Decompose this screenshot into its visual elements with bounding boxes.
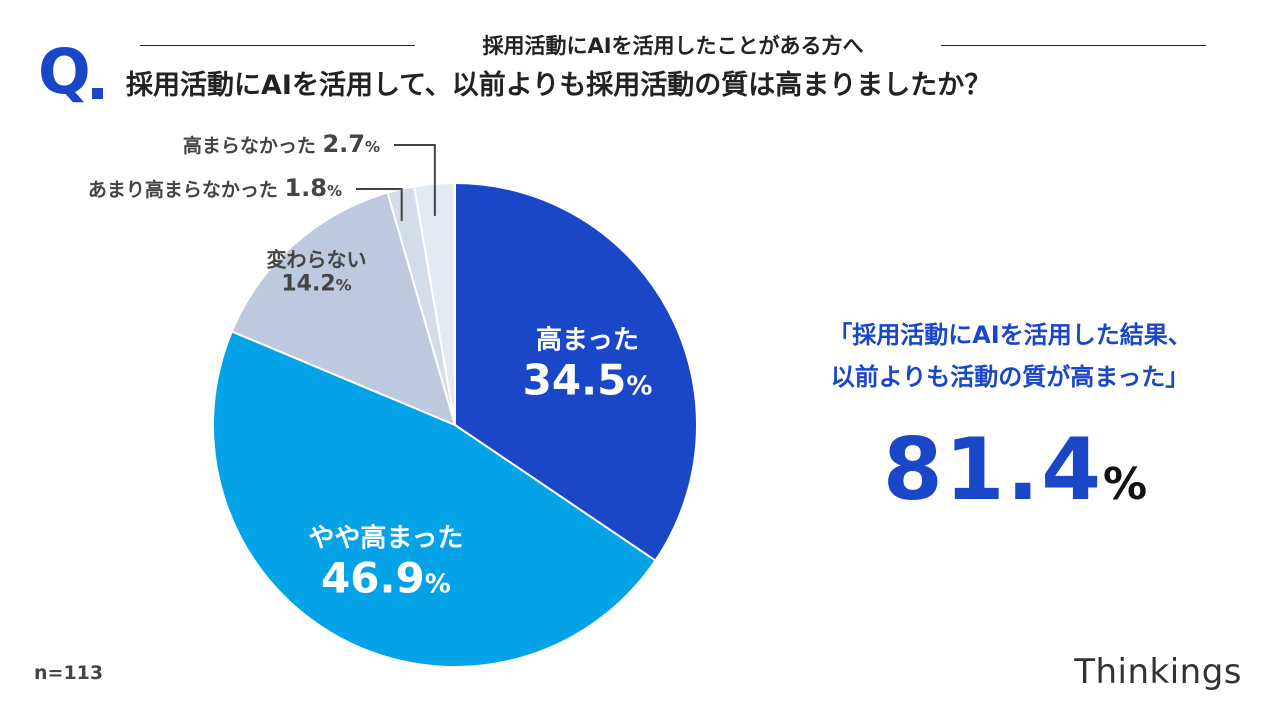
summary-quote: 「採用活動にAIを活用した結果、 以前よりも活動の質が高まった」 [828,321,1192,391]
pie-slice-label-1: 高まった [536,324,639,355]
pie-leader-line-5 [394,144,436,216]
sample-size: n=113 [34,662,104,684]
summary-value-number: 81.4 [882,420,1104,520]
question-mark-q: Q [38,35,91,108]
pie-slice-value-2: 46.9% [321,554,451,603]
pie-slice-value-3: 14.2% [281,272,351,297]
subtitle-rule-right [941,45,1206,46]
pie-leader-line-4 [356,188,403,222]
question-title: 採用活動にAIを活用して、以前よりも採用活動の質は高まりましたか？ [126,70,992,101]
pie-slice-1 [454,181,698,562]
brand-logo: Thinkings [1074,652,1242,692]
summary-value: 81.4% [880,420,1150,520]
pie-slice-value-1: 34.5% [523,356,653,405]
pie-slice-label-3: 変わらない [267,247,367,271]
subtitle-rule-left [140,45,415,46]
summary-value-unit: % [1103,459,1148,510]
subtitle: 採用活動にAIを活用したことがある方へ [482,34,864,58]
pie-slice-3 [230,191,457,427]
pie-slice-label-5: 高まらなかった 2.7% [183,130,380,158]
question-mark-dot [92,88,103,99]
subtitle-row: 採用活動にAIを活用したことがある方へ [140,34,1206,58]
pie-slice-2 [212,330,657,668]
pie-slices [212,181,698,668]
pie-slice-label-4: あまり高まらなかった 1.8% [88,174,342,202]
pie-slice-label-2: やや高まった [308,522,463,553]
